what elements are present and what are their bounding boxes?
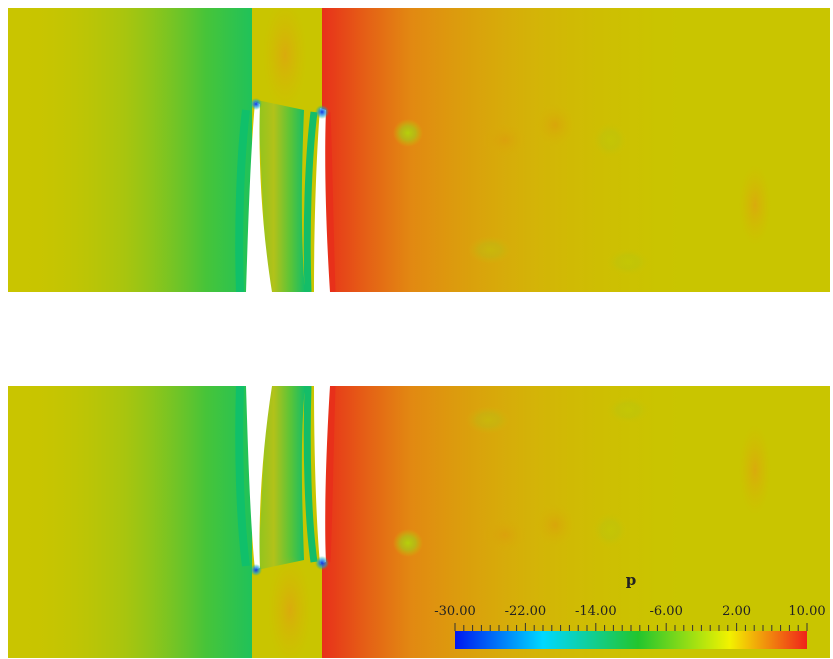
colorbar-gradient [455,631,807,649]
upper-blade-1 [246,102,272,292]
lower-blade-2 [314,386,330,564]
lower-wake-vortex [393,529,423,557]
upper-far-wake-plume [739,165,771,245]
lower-far-wake-plume [739,425,771,515]
upper-blade-2 [314,108,330,292]
upper-panel [8,8,830,292]
lower-panel [8,386,830,658]
colorbar-tick-label: -30.00 [434,604,476,619]
colorbar-minor-ticks [454,623,808,631]
upper-blade-tip-low [315,105,329,119]
colorbar: p -30.00 -22.00 -14.00 -6.00 2.00 10.00 [434,571,826,649]
colorbar-title: p [626,571,637,589]
colorbar-tick-label: 10.00 [788,604,825,619]
colorbar-tick-label: -22.00 [505,604,547,619]
colorbar-tick-labels: -30.00 -22.00 -14.00 -6.00 2.00 10.00 [434,604,825,619]
upper-wake-vortex [393,119,423,147]
lower-blade-tip-low [315,556,329,570]
colorbar-tick-label: -14.00 [575,604,617,619]
colorbar-tick-label: 2.00 [722,604,751,619]
lower-blade-1 [246,386,272,570]
colorbar-tick-label: -6.00 [650,604,683,619]
